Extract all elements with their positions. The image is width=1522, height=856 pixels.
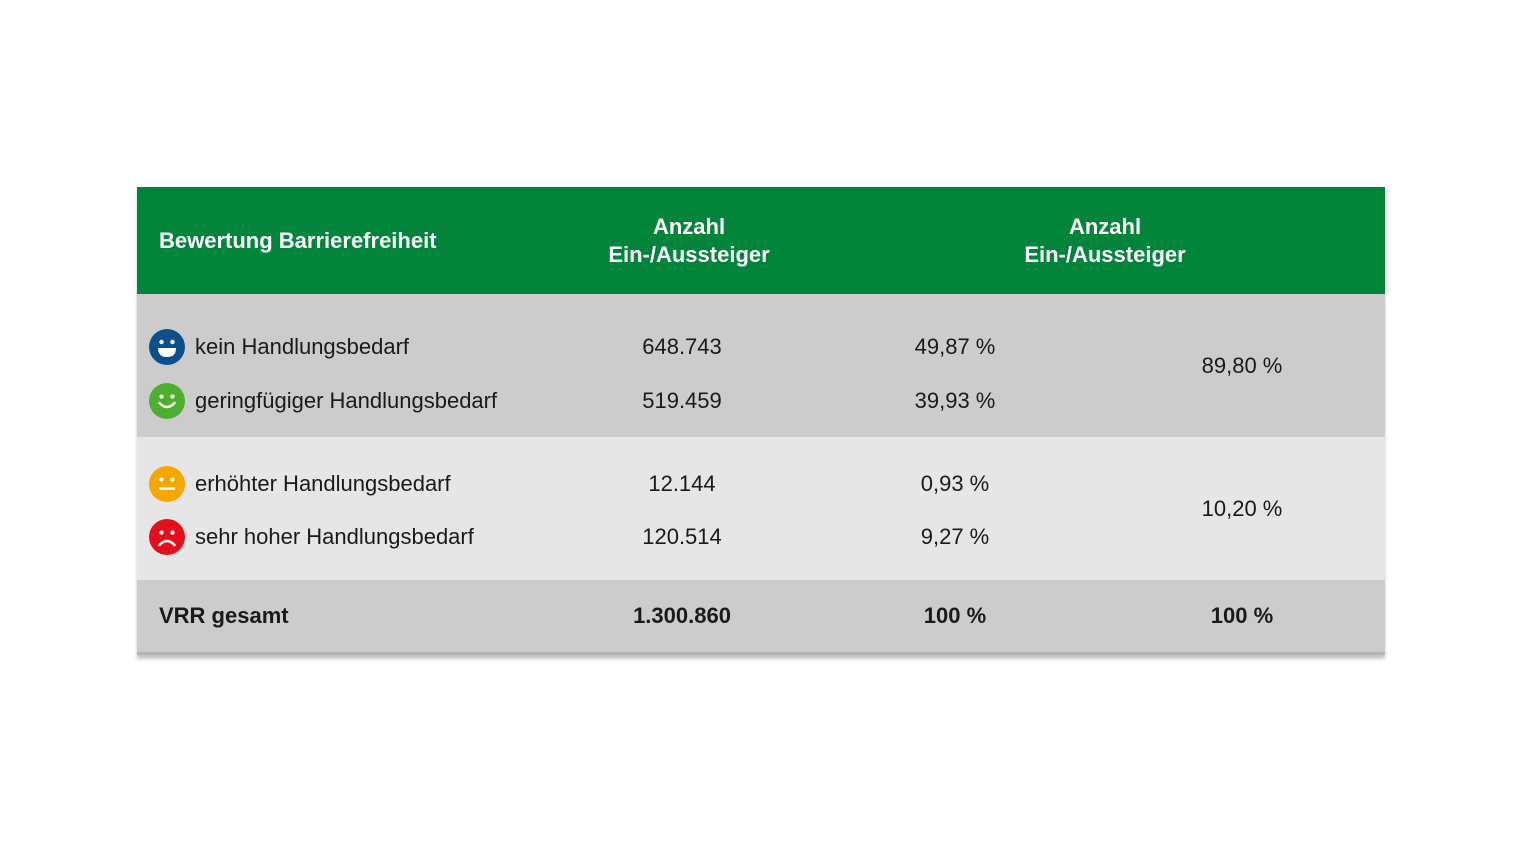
total-row: VRR gesamt 1.300.860 100 % 100 % bbox=[137, 580, 1385, 655]
table-row: kein Handlungsbedarf 648.743 49,87 % bbox=[137, 327, 1385, 367]
row-percent: 9,27 % bbox=[920, 524, 990, 549]
row-percent: 39,93 % bbox=[914, 388, 996, 413]
happy-face-icon bbox=[149, 329, 185, 365]
row-count: 519.459 bbox=[642, 388, 722, 413]
table-row: sehr hoher Handlungsbedarf 120.514 9,27 … bbox=[137, 517, 1385, 557]
table-row: erhöhter Handlungsbedarf 12.144 0,93 % bbox=[137, 464, 1385, 504]
group-combined-percent: 89,80 % bbox=[1201, 352, 1283, 378]
header-share-column: Anzahl Ein-/Aussteiger bbox=[1005, 187, 1205, 294]
row-label-text: geringfügiger Handlungsbedarf bbox=[195, 388, 498, 413]
header-share-line2: Ein-/Aussteiger bbox=[1024, 241, 1186, 267]
row-percent: 0,93 % bbox=[920, 471, 990, 496]
row-label-text: kein Handlungsbedarf bbox=[195, 334, 410, 359]
row-count: 120.514 bbox=[642, 524, 722, 549]
header-share-line1: Anzahl bbox=[1068, 213, 1142, 239]
table-header: Bewertung Barrierefreiheit Anzahl Ein-/A… bbox=[137, 187, 1385, 294]
total-combined-percent: 100 % bbox=[1210, 603, 1274, 628]
row-count: 648.743 bbox=[642, 334, 722, 359]
row-label: sehr hoher Handlungsbedarf bbox=[149, 519, 474, 555]
row-label: kein Handlungsbedarf bbox=[149, 329, 409, 365]
row-count: 12.144 bbox=[648, 471, 716, 496]
group-combined-percent: 10,20 % bbox=[1201, 495, 1283, 521]
accessibility-rating-table: Bewertung Barrierefreiheit Anzahl Ein-/A… bbox=[137, 187, 1385, 655]
header-count-column: Anzahl Ein-/Aussteiger bbox=[589, 187, 789, 294]
smile-face-icon bbox=[149, 383, 185, 419]
total-percent: 100 % bbox=[923, 603, 987, 628]
row-label-text: erhöhter Handlungsbedarf bbox=[195, 471, 451, 496]
table-row: geringfügiger Handlungsbedarf 519.459 39… bbox=[137, 381, 1385, 421]
header-rating-label: Bewertung Barrierefreiheit bbox=[159, 227, 437, 253]
row-label-text: sehr hoher Handlungsbedarf bbox=[195, 524, 474, 549]
total-label: VRR gesamt bbox=[159, 603, 289, 628]
row-label: erhöhter Handlungsbedarf bbox=[149, 466, 451, 502]
total-count: 1.300.860 bbox=[633, 603, 731, 628]
header-count-line2: Ein-/Aussteiger bbox=[608, 241, 770, 267]
group-action-needed: erhöhter Handlungsbedarf 12.144 0,93 % s… bbox=[137, 437, 1385, 580]
sad-face-icon bbox=[149, 519, 185, 555]
header-count-line1: Anzahl bbox=[652, 213, 726, 239]
neutral-face-icon bbox=[149, 466, 185, 502]
group-no-action-needed: kein Handlungsbedarf 648.743 49,87 % ger… bbox=[137, 294, 1385, 437]
row-percent: 49,87 % bbox=[914, 334, 996, 359]
row-label: geringfügiger Handlungsbedarf bbox=[149, 383, 497, 419]
